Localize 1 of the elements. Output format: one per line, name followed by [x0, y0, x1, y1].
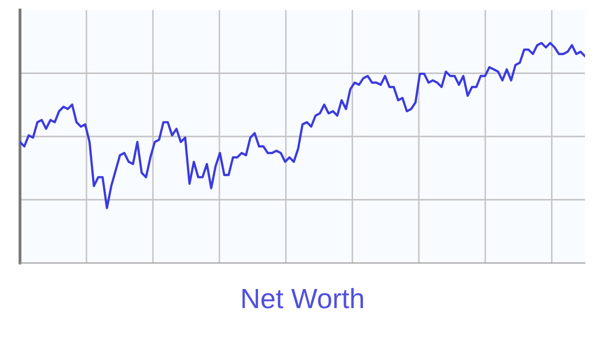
x-axis-title: Net Worth	[242, 288, 363, 308]
